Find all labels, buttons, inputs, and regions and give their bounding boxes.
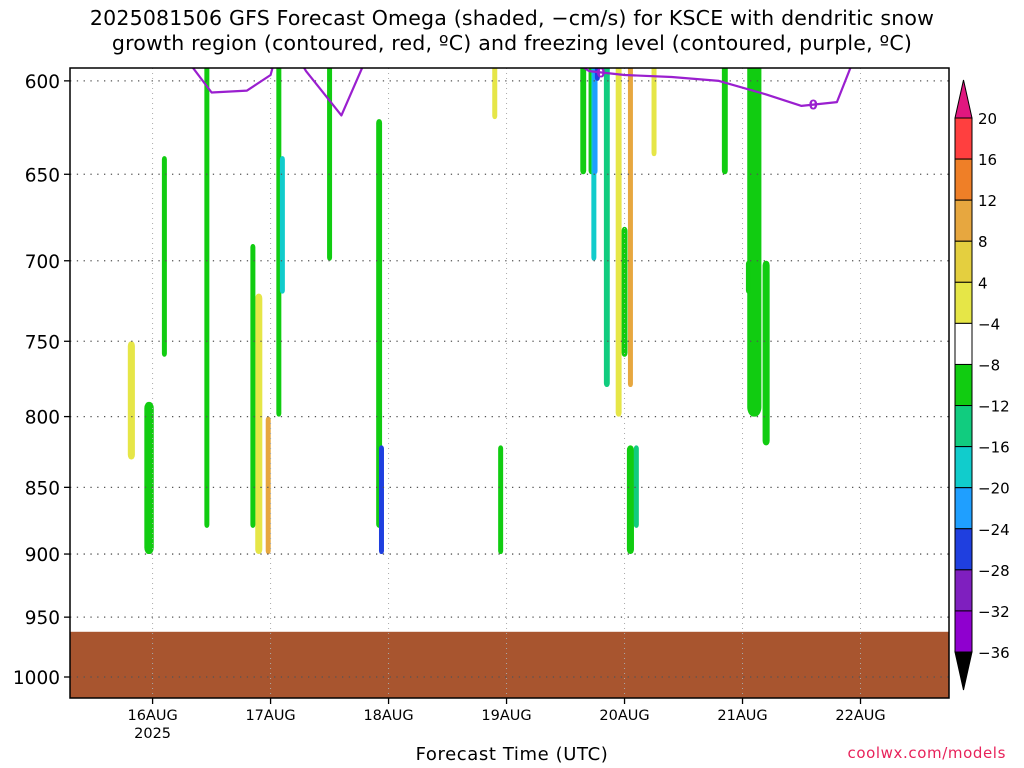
omega-cell — [633, 445, 639, 528]
colorbar-band — [954, 610, 973, 653]
omega-cell — [626, 445, 634, 555]
x-tick-label: 20AUG — [599, 708, 649, 724]
colorbar-band — [954, 487, 973, 530]
omega-cell — [615, 68, 622, 417]
colorbar-band — [954, 446, 973, 489]
colorbar-label: −28 — [978, 562, 1010, 580]
colorbar-label: 12 — [978, 192, 997, 210]
omega-cell — [376, 119, 383, 528]
colorbar-band — [954, 363, 973, 407]
x-tick-label: 17AUG — [245, 708, 295, 724]
colorbar-label: 4 — [978, 274, 988, 292]
colorbar-label: −36 — [978, 644, 1010, 662]
y-axis-pressure: 2503003504004505005506006507007508008509… — [13, 72, 70, 689]
x-axis-time: 16AUG 2025 17AUG 18AUG 19AUG 20AUG 21AUG 22AUG — [127, 698, 886, 742]
contour-label: 0 — [366, 39, 375, 54]
y-tick-label: 800 — [25, 408, 60, 429]
temperature-contours: -18-18-18-18-12-12-12-120000 — [178, 39, 852, 117]
colorbar-label: −4 — [978, 315, 1000, 333]
omega-cell — [327, 68, 333, 261]
omega-cell — [279, 156, 285, 294]
omega-cell — [250, 243, 256, 528]
surface-below-ground — [70, 631, 949, 698]
colorbar-label: −12 — [978, 398, 1010, 416]
colorbar-band — [954, 322, 973, 365]
site-credit[interactable]: coolwx.com/models — [847, 744, 1006, 762]
omega-cell — [498, 445, 504, 555]
x-tick-label: 19AUG — [481, 708, 531, 724]
omega-shading — [127, 68, 770, 555]
surface-fill — [70, 631, 949, 698]
colorbar-arrow-bottom — [954, 651, 973, 691]
x-tick-label: 21AUG — [717, 708, 767, 724]
colorbar-label: −24 — [978, 521, 1010, 539]
omega-cell — [603, 68, 610, 388]
omega-cell — [747, 68, 762, 417]
colorbar-band — [954, 528, 973, 571]
y-tick-label: 750 — [25, 332, 60, 353]
colorbar-band — [954, 405, 973, 448]
colorbar-arrow-top — [954, 79, 973, 119]
colorbar-band — [954, 158, 973, 201]
colorbar-band — [954, 281, 973, 324]
y-tick-label: 950 — [25, 608, 60, 629]
omega-cell — [276, 68, 282, 417]
omega-cell — [745, 260, 751, 294]
x-axis-label: Forecast Time (UTC) — [415, 744, 609, 765]
y-tick-label: 650 — [25, 165, 60, 186]
chart-title: 2025081506 GFS Forecast Omega (shaded, −… — [0, 6, 1024, 56]
omega-cell — [161, 156, 167, 357]
omega-cell — [265, 416, 271, 555]
y-tick-label: 900 — [25, 545, 60, 566]
x-tick-label: 22AUG — [835, 708, 885, 724]
omega-cell — [621, 226, 628, 357]
colorbar-label: −16 — [978, 439, 1010, 457]
contour-line — [191, 68, 852, 117]
colorbar-label: 8 — [978, 233, 988, 251]
colorbar-band — [954, 199, 973, 242]
omega-cell — [651, 68, 657, 157]
chart-title-line-1: 2025081506 GFS Forecast Omega (shaded, −… — [89, 6, 935, 30]
omega-cell — [721, 68, 728, 175]
colorbar-label: −20 — [978, 480, 1010, 498]
y-tick-label: 1000 — [13, 668, 60, 689]
omega-cell — [762, 260, 770, 446]
colorbar-label: 20 — [978, 110, 997, 128]
omega-cell — [127, 341, 135, 460]
x-tick-sublabel: 2025 — [134, 726, 171, 742]
colorbar-label: 16 — [978, 151, 997, 169]
colorbar-label: −32 — [978, 603, 1010, 621]
omega-cell — [378, 445, 384, 555]
contour-label: 0 — [809, 99, 818, 114]
colorbar-band — [954, 117, 973, 160]
omega-cell — [144, 401, 154, 555]
x-tick-label: 18AUG — [363, 708, 413, 724]
y-tick-label: 850 — [25, 478, 60, 499]
omega-cell — [580, 68, 587, 175]
contour-label: 0 — [178, 55, 187, 70]
omega-cell — [255, 293, 263, 555]
omega-cell — [627, 68, 633, 388]
y-tick-label: 600 — [25, 72, 60, 93]
colorbar-label: −8 — [978, 356, 1000, 374]
colorbar-band — [954, 569, 973, 612]
chart-title-line-2: growth region (contoured, red, ºC) and f… — [111, 31, 913, 55]
plot-frame — [69, 67, 950, 699]
colorbar: 20 16 12 8 4 −4 −8 −12 −16 −20 −24 −28 −32 −36 — [954, 79, 1010, 691]
grid-lines — [70, 68, 949, 698]
contour-label: 0 — [596, 66, 605, 81]
x-tick-label: 16AUG — [127, 708, 177, 724]
omega-cell — [492, 68, 498, 120]
y-tick-label: 700 — [25, 252, 60, 273]
omega-cell — [592, 68, 598, 175]
omega-cell — [204, 68, 210, 528]
colorbar-band — [954, 240, 973, 283]
